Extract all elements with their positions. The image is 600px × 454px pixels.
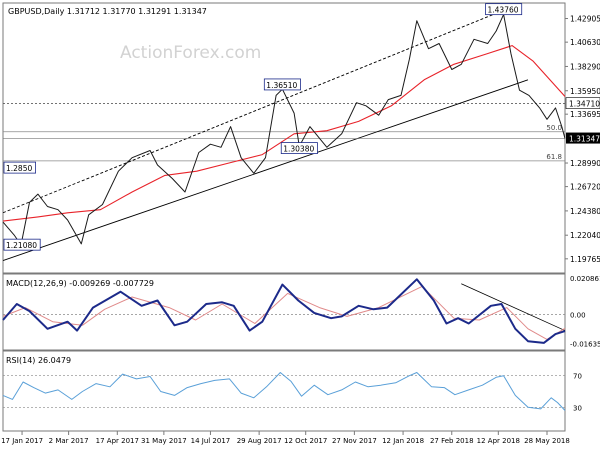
price-level-label-box	[263, 78, 301, 91]
macd-panel-title: MACD(12,26,9) -0.009269 -0.007729	[6, 279, 154, 288]
level-price-tag	[565, 97, 600, 109]
x-axis-tick-label: 12 Apr 2018	[477, 437, 520, 445]
price-axis-tick-label: 1.28990	[570, 159, 600, 168]
price-axis-tick-label: 1.40630	[570, 38, 600, 47]
rsi-axis-tick-label: 30	[573, 404, 582, 412]
x-axis-tick-label: 27 Nov 2017	[332, 437, 377, 445]
macd-axis-tick-label: 0.020861	[570, 275, 600, 283]
x-axis-tick-label: 2 Mar 2017	[49, 437, 89, 445]
price-level-label-box	[3, 238, 41, 251]
price-labels-layer: 1.34710 50.0 61.8 1.43760 1.36510 1.30380 1.21…	[3, 3, 600, 251]
rsi-panel-frame	[2, 350, 566, 432]
moving-average-line	[2, 45, 566, 222]
current-price-tag-label: 1.31347	[569, 135, 600, 144]
rsi-axis-tick-label: 70	[573, 373, 582, 381]
macd-axis-tick-label: 0.00	[570, 312, 586, 320]
watermark-text: ActionForex.com	[120, 43, 261, 63]
series-layer	[2, 13, 566, 411]
x-axis-tick-label: 12 Jan 2018	[382, 437, 424, 445]
x-axis-tick-label: 17 Apr 2017	[96, 437, 139, 445]
price-axis-tick-label: 1.35950	[570, 87, 600, 96]
price-close-line	[2, 13, 566, 246]
fibonacci-level-label: 61.8	[546, 153, 562, 161]
x-axis-tick-label: 31 May 2017	[141, 437, 187, 445]
price-axis-tick-label: 1.33695	[570, 110, 600, 119]
price-axis-tick-label: 1.26720	[570, 183, 600, 192]
price-trend-line	[2, 79, 529, 261]
x-axis-tick-label: 14 Jul 2017	[191, 437, 231, 445]
price-level-label-box	[485, 3, 523, 16]
chart-header-text: GBPUSD,Daily 1.31712 1.31770 1.31291 1.3…	[8, 7, 207, 16]
price-axis-tick-label: 1.22040	[570, 231, 600, 240]
axis-labels-layer: 1.42905 1.40630 1.38290 1.35950 1.33695 1.289…	[1, 15, 600, 445]
price-trend-line	[2, 9, 504, 214]
price-level-label: 1.30380	[283, 145, 314, 154]
x-axis-tick-label: 17 Jan 2017	[1, 437, 43, 445]
price-axis-tick-label: 1.42905	[570, 15, 600, 24]
level-price-tag-label: 1.34710	[569, 100, 600, 109]
macd-panel-frame	[2, 273, 566, 351]
x-axis-tick-label: 28 May 2018	[524, 437, 570, 445]
x-axis-tick-label: 12 Oct 2017	[284, 437, 327, 445]
price-level-label: 1.36510	[266, 81, 297, 90]
price-level-label: 1.21080	[6, 241, 37, 250]
price-level-label: 1.2850	[6, 164, 32, 173]
x-axis-tick-label: 29 Aug 2017	[237, 437, 282, 445]
rsi-panel-title: RSI(14) 26.0479	[6, 356, 71, 365]
current-price-tag	[566, 132, 600, 144]
price-level-label-box	[3, 161, 37, 174]
macd-signal-line	[2, 285, 566, 340]
price-level-label: 1.43760	[488, 6, 519, 15]
macd-line	[2, 278, 566, 344]
price-axis-tick-label: 1.38290	[570, 62, 600, 71]
x-axis-tick-label: 27 Feb 2018	[430, 437, 474, 445]
price-axis-tick-label: 1.19765	[570, 255, 600, 264]
macd-trend-line	[461, 283, 566, 331]
price-level-label-box	[280, 142, 318, 154]
fibonacci-level-label: 50.0	[546, 124, 562, 132]
rsi-line	[2, 372, 566, 411]
price-axis-tick-label: 1.24380	[570, 207, 600, 216]
